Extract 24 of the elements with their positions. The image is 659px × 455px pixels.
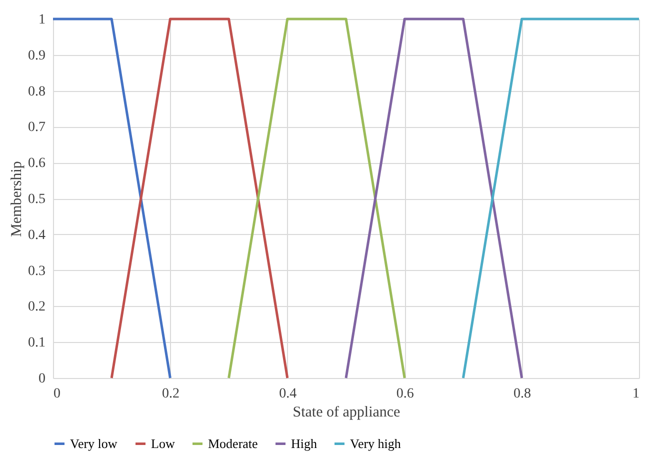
y-tick-label: 0 <box>38 372 46 386</box>
x-tick-label: 0.4 <box>279 386 297 402</box>
legend-label: High <box>291 436 318 451</box>
x-axis-title: State of appliance <box>292 404 401 420</box>
y-tick-label: 0.1 <box>28 336 46 351</box>
y-tick-label: 0.9 <box>28 48 46 64</box>
y-tick-label: 1 <box>38 12 46 28</box>
x-tick-label: 0.6 <box>396 386 414 402</box>
y-tick-label: 0.8 <box>28 84 46 100</box>
x-tick-label: 0.2 <box>162 386 180 402</box>
legend-label: Very high <box>350 436 402 451</box>
legend-label: Very low <box>70 436 118 451</box>
y-tick-label: 0.4 <box>28 228 46 243</box>
y-tick-label: 0.6 <box>28 156 46 172</box>
y-tick-label: 0.7 <box>28 120 46 136</box>
y-tick-label: 0.3 <box>28 264 46 279</box>
x-tick-label: 0 <box>54 386 60 402</box>
legend-label: Low <box>151 436 176 451</box>
y-axis-title: Membership <box>9 161 25 237</box>
x-tick-label: 1 <box>632 386 640 402</box>
y-tick-label: 0.5 <box>28 192 46 207</box>
y-tick-label: 0.2 <box>28 300 46 315</box>
x-tick-label: 0.8 <box>514 386 532 402</box>
legend-label: Moderate <box>208 436 258 451</box>
